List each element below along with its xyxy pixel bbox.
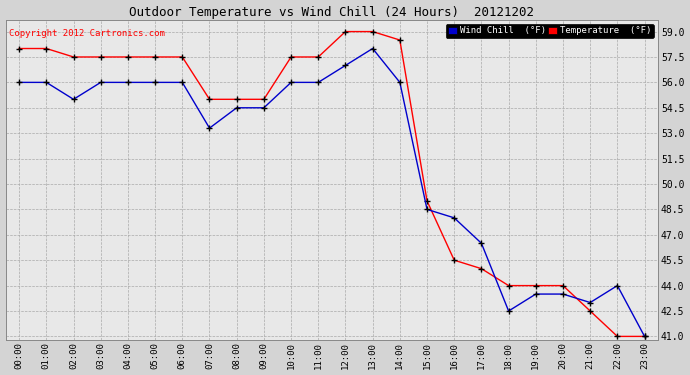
Legend: Wind Chill  (°F), Temperature  (°F): Wind Chill (°F), Temperature (°F)	[446, 24, 653, 38]
Title: Outdoor Temperature vs Wind Chill (24 Hours)  20121202: Outdoor Temperature vs Wind Chill (24 Ho…	[129, 6, 534, 18]
Text: Copyright 2012 Cartronics.com: Copyright 2012 Cartronics.com	[9, 29, 165, 38]
